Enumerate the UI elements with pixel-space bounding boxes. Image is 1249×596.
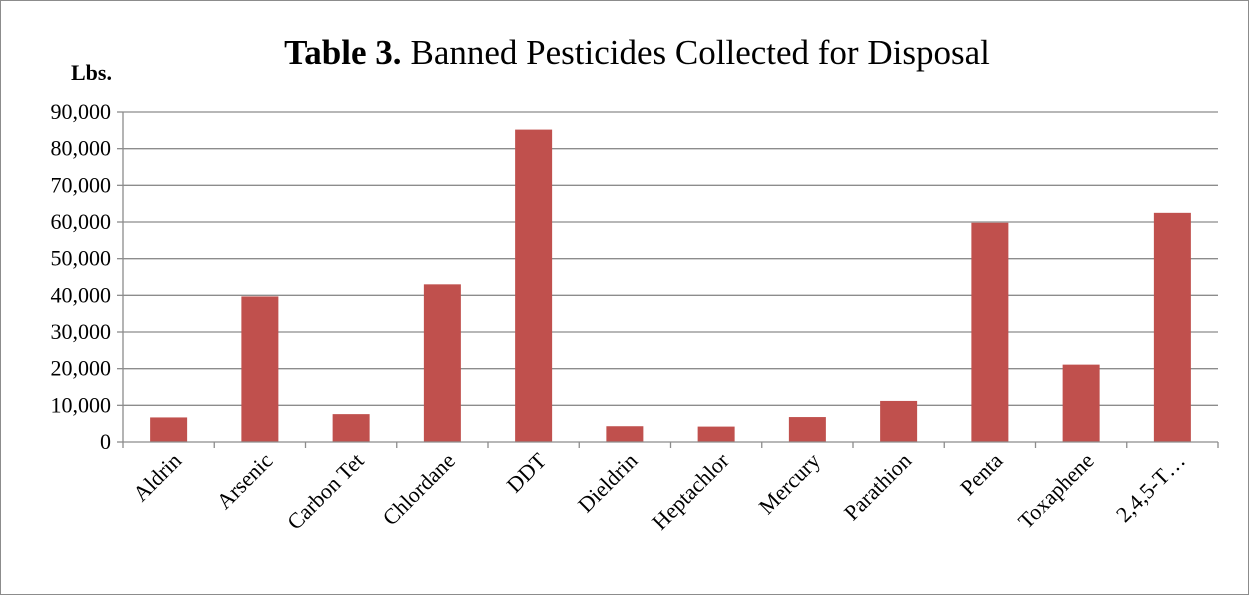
chart-title-prefix: Table 3. [284, 33, 401, 72]
bar [150, 417, 188, 442]
chart-title: Table 3. Banned Pesticides Collected for … [284, 33, 990, 72]
x-tick-label: Heptachlor [647, 447, 734, 534]
y-tick-label: 80,000 [51, 136, 112, 161]
bar [1062, 364, 1100, 442]
x-tick-label: Aldrin [128, 448, 186, 506]
y-tick-label: 0 [100, 429, 111, 454]
y-axis-label: Lbs. [71, 60, 112, 85]
bar [788, 417, 826, 442]
bar [332, 414, 370, 442]
bar [423, 284, 461, 442]
bar [241, 296, 279, 442]
y-tick-label: 30,000 [51, 319, 112, 344]
x-tick-label: DDT [502, 447, 552, 497]
y-tick-label: 90,000 [51, 99, 112, 124]
x-tick-label: Carbon Tet [282, 448, 369, 535]
bar [880, 400, 918, 442]
y-tick-label: 20,000 [51, 356, 112, 381]
x-tick-label: Mercury [754, 448, 825, 519]
bar [515, 129, 553, 442]
x-tick-label: Chlordane [377, 448, 459, 530]
x-tick-label: Penta [955, 448, 1007, 500]
y-tick-label: 10,000 [51, 392, 112, 417]
y-tick-labels: 0 10,000 20,000 30,000 40,000 50,000 60,000 70,… [51, 99, 112, 454]
bar [971, 222, 1009, 442]
axes [122, 112, 1219, 448]
bar [697, 426, 735, 442]
x-tick-label: 2,4,5-T… [1111, 448, 1190, 527]
y-tick-label: 40,000 [51, 282, 112, 307]
gridlines [117, 111, 1218, 443]
bar [606, 426, 644, 442]
x-tick-label: Dieldrin [573, 448, 643, 518]
y-tick-label: 60,000 [51, 209, 112, 234]
bars [150, 129, 1191, 442]
x-tick-label: Arsenic [211, 448, 277, 514]
chart-title-text: Banned Pesticides Collected for Disposal [411, 33, 991, 72]
bar [1153, 212, 1191, 442]
x-tick-label: Parathion [839, 448, 916, 525]
y-tick-label: 70,000 [51, 172, 112, 197]
y-tick-label: 50,000 [51, 246, 112, 271]
x-tick-label: Toxaphene [1013, 448, 1099, 534]
x-tick-labels: Aldrin Arsenic Carbon Tet Chlordane DDT Dield… [128, 447, 1190, 534]
